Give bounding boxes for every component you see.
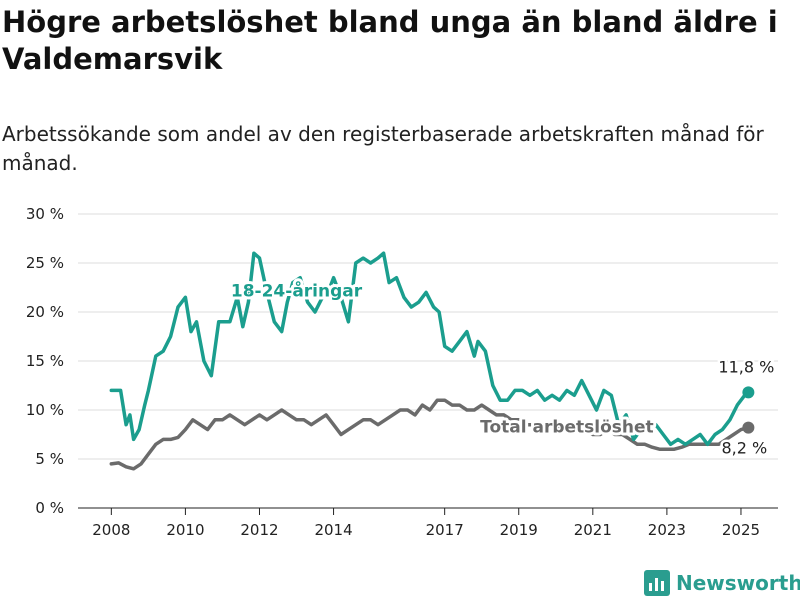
y-axis-ticks: 0 % 5 % 10 % 15 % 20 % 25 % 30 % xyxy=(26,205,64,517)
series-labels: 18-24-åringar Total arbetslöshet 11,8 % 8,2… xyxy=(228,276,777,460)
series-lines xyxy=(109,251,755,471)
x-tick-label: 2010 xyxy=(166,521,204,539)
x-tick-label: 2008 xyxy=(92,521,130,539)
series-label-total: Total arbetslöshet xyxy=(480,418,654,438)
newsworthy-logo-icon xyxy=(644,570,670,596)
newsworthy-logo: Newsworthy xyxy=(644,568,800,598)
series-line-total xyxy=(109,398,751,471)
y-tick-label: 10 % xyxy=(26,401,64,419)
y-tick-label: 5 % xyxy=(35,450,64,468)
grid xyxy=(78,213,778,509)
chart-title: Högre arbetslöshet bland unga än bland ä… xyxy=(2,5,778,76)
x-tick-label: 2012 xyxy=(240,521,278,539)
newsworthy-logo-text: Newsworthy xyxy=(676,571,800,595)
end-point-total xyxy=(742,421,755,434)
y-tick-label: 25 % xyxy=(26,254,64,272)
end-label-total: 8,2 % xyxy=(722,439,768,458)
x-axis-ticks: 2008 2010 2012 2014 2017 2019 2021 2023 2025 xyxy=(92,508,760,539)
x-tick-label: 2014 xyxy=(314,521,352,539)
x-tick-label: 2017 xyxy=(426,521,464,539)
y-tick-label: 20 % xyxy=(26,303,64,321)
y-tick-label: 30 % xyxy=(26,205,64,223)
series-line-youth xyxy=(109,251,751,447)
y-tick-label: 0 % xyxy=(35,499,64,517)
chart-subtitle: Arbetssökande som andel av den registerb… xyxy=(2,122,764,175)
x-tick-label: 2025 xyxy=(722,521,760,539)
end-point-youth xyxy=(742,386,755,399)
y-tick-label: 15 % xyxy=(26,352,64,370)
x-tick-label: 2023 xyxy=(648,521,686,539)
end-label-youth: 11,8 % xyxy=(718,357,774,376)
x-tick-label: 2019 xyxy=(500,521,538,539)
x-tick-label: 2021 xyxy=(574,521,612,539)
series-label-youth: 18-24-åringar xyxy=(231,279,363,301)
